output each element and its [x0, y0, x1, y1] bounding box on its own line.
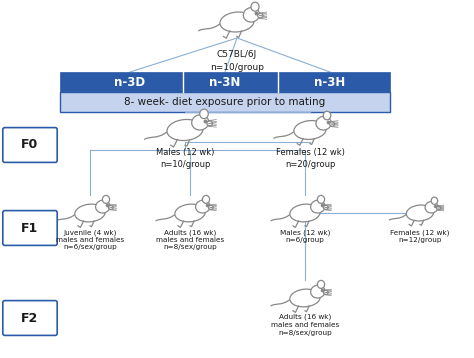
Ellipse shape — [220, 12, 254, 32]
Text: Adults (16 wk)
males and females
n=8/sex/group: Adults (16 wk) males and females n=8/sex… — [271, 314, 339, 335]
Text: n-3D: n-3D — [114, 76, 146, 88]
Bar — [60, 72, 390, 92]
Text: F2: F2 — [21, 311, 38, 324]
Ellipse shape — [243, 8, 259, 22]
Text: n-3N: n-3N — [210, 76, 241, 88]
Ellipse shape — [109, 205, 113, 209]
Ellipse shape — [251, 2, 259, 11]
Text: Females (12 wk)
n=12/group: Females (12 wk) n=12/group — [390, 229, 450, 243]
Ellipse shape — [290, 204, 320, 222]
Ellipse shape — [207, 121, 212, 126]
Text: Adults (16 wk)
males and females
n=8/sex/group: Adults (16 wk) males and females n=8/sex… — [156, 229, 224, 251]
Text: C57BL/6J
n=10/group: C57BL/6J n=10/group — [210, 50, 264, 72]
Ellipse shape — [431, 197, 438, 204]
Ellipse shape — [96, 200, 110, 213]
Text: n-3H: n-3H — [314, 76, 346, 88]
Text: Females (12 wk)
n=20/group: Females (12 wk) n=20/group — [275, 148, 345, 169]
Ellipse shape — [316, 116, 331, 130]
Ellipse shape — [329, 122, 335, 126]
Ellipse shape — [323, 290, 328, 294]
Ellipse shape — [323, 205, 328, 209]
Ellipse shape — [102, 195, 109, 203]
Ellipse shape — [196, 200, 210, 213]
Ellipse shape — [167, 120, 203, 141]
Ellipse shape — [437, 206, 441, 210]
Ellipse shape — [209, 205, 213, 209]
Text: Males (12 wk)
n=10/group: Males (12 wk) n=10/group — [156, 148, 214, 169]
FancyBboxPatch shape — [3, 211, 57, 245]
Ellipse shape — [310, 200, 325, 213]
Text: Juvenile (4 wk)
males and females
n=6/sex/group: Juvenile (4 wk) males and females n=6/se… — [56, 229, 124, 251]
Ellipse shape — [202, 195, 210, 203]
Ellipse shape — [75, 204, 105, 222]
Text: 8- week- diet exposure prior to mating: 8- week- diet exposure prior to mating — [124, 97, 326, 107]
Ellipse shape — [294, 121, 326, 139]
Text: Males (12 wk)
n=6/group: Males (12 wk) n=6/group — [280, 229, 330, 243]
Ellipse shape — [290, 289, 320, 307]
Ellipse shape — [191, 115, 209, 130]
FancyBboxPatch shape — [3, 127, 57, 163]
Ellipse shape — [200, 109, 208, 118]
Ellipse shape — [406, 205, 434, 221]
Ellipse shape — [425, 202, 438, 213]
Ellipse shape — [310, 285, 325, 298]
Text: F1: F1 — [21, 222, 38, 234]
Ellipse shape — [323, 111, 331, 120]
Ellipse shape — [258, 14, 263, 18]
Bar — [60, 92, 390, 112]
Text: F0: F0 — [21, 139, 38, 151]
Ellipse shape — [318, 280, 325, 289]
Ellipse shape — [175, 204, 205, 222]
FancyBboxPatch shape — [3, 301, 57, 335]
Ellipse shape — [318, 195, 325, 203]
